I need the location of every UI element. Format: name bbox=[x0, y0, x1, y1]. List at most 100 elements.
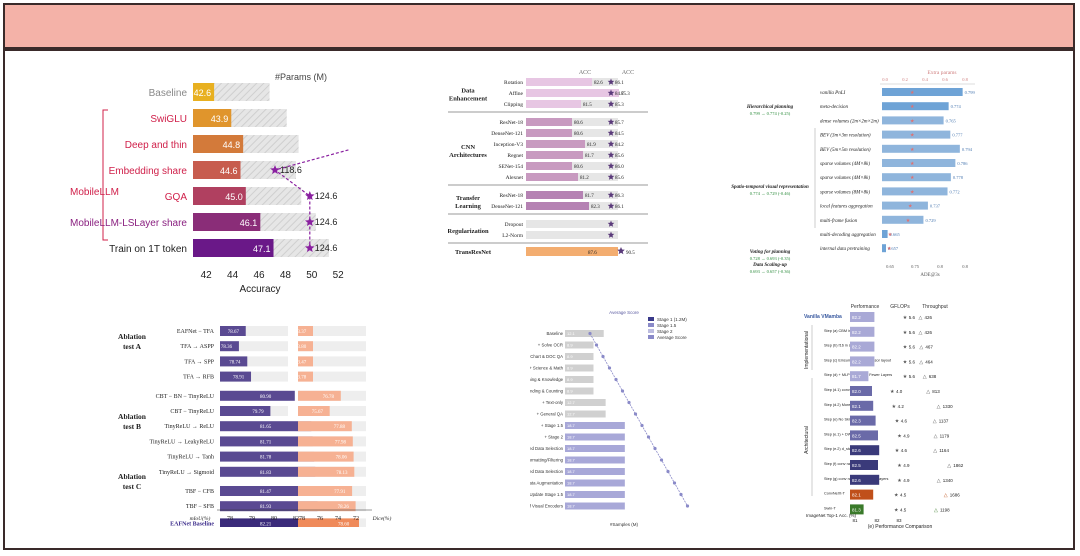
throughput-value-label: 464 bbox=[925, 359, 933, 364]
group-label: test B bbox=[123, 422, 141, 431]
row-label: + Stage 1.5 bbox=[541, 423, 564, 428]
dice-value-label: 78.26 bbox=[338, 505, 350, 510]
gflops-value-label: 4.6 bbox=[901, 448, 908, 453]
dice-bar bbox=[298, 501, 356, 512]
bar bbox=[565, 387, 594, 395]
bar bbox=[526, 202, 589, 210]
extra-param-mark: ★ bbox=[910, 133, 915, 139]
row-label: + Data Formatting/Filtering bbox=[530, 458, 564, 463]
group-label: MobileLLM bbox=[70, 187, 119, 198]
acc-star bbox=[607, 173, 615, 180]
acc-star bbox=[607, 140, 615, 147]
x-axis-label-left: mIoU(%) bbox=[190, 515, 211, 522]
dice-bar bbox=[298, 341, 313, 352]
row-label: + Stage 2 bbox=[544, 435, 563, 440]
top-tick-label: 0.4 bbox=[922, 77, 928, 82]
throughput-marker: △ bbox=[919, 315, 923, 321]
dice-bar bbox=[298, 406, 330, 416]
bar bbox=[882, 88, 963, 96]
top-tick-label: 0.8 bbox=[962, 77, 968, 82]
performance-bar bbox=[850, 341, 875, 352]
gflops-value-label: 4.5 bbox=[900, 493, 907, 498]
throughput-marker: △ bbox=[937, 478, 941, 484]
row-label: + Grounding & Counting bbox=[530, 389, 564, 394]
dice-bar bbox=[298, 436, 353, 447]
gflops-marker: ★ bbox=[892, 404, 897, 410]
miou-value-label: 82.21 bbox=[260, 522, 272, 527]
bar bbox=[565, 341, 594, 349]
bar-value-label: 0.657 bbox=[888, 246, 899, 251]
throughput-value-label: 1179 bbox=[940, 433, 950, 438]
bar-value-label: 8.9 bbox=[567, 343, 573, 348]
throughput-marker: △ bbox=[937, 404, 941, 410]
gflops-value-label: 4.2 bbox=[898, 404, 905, 409]
legend-entry: Average Score bbox=[657, 335, 687, 340]
acc-star bbox=[607, 231, 615, 238]
average-score-point bbox=[666, 469, 670, 474]
gflops-marker: ★ bbox=[897, 433, 902, 439]
row-label: Step (a) CBM in Triton bbox=[824, 329, 862, 333]
bar-value-label: 12.1 bbox=[567, 331, 576, 336]
perf-value-label: 82.2 bbox=[852, 330, 861, 335]
side-value: 0.693 → 0.657 (-0.36) bbox=[750, 269, 791, 274]
dice-value-label: 77.91 bbox=[334, 490, 346, 495]
row-label: EAFNet − TFA bbox=[177, 329, 215, 335]
miou-value-label: 81.65 bbox=[260, 425, 272, 430]
row-label: Swin-T bbox=[824, 506, 836, 510]
bar-value-label: 47.1 bbox=[253, 244, 271, 254]
bar-value-label: 12.7 bbox=[567, 412, 576, 417]
bar-value-label: 8.9 bbox=[567, 366, 573, 371]
bar bbox=[526, 151, 583, 159]
group-label: Transfer bbox=[456, 195, 480, 202]
star-value-label: 84.7 bbox=[615, 92, 624, 97]
throughput-value-label: 1862 bbox=[953, 463, 964, 468]
performance-bar bbox=[850, 326, 875, 337]
bar bbox=[882, 102, 949, 111]
row-label: + Mixed Data Selection bbox=[530, 446, 564, 451]
param-star bbox=[305, 191, 315, 200]
x-axis-label: #Samples (M) bbox=[610, 522, 639, 527]
extra-param-mark: ★ bbox=[910, 175, 915, 181]
row-label: internal data pretraining bbox=[820, 247, 870, 252]
perf-value-label: 82.3 bbox=[852, 419, 861, 424]
gflops-value-label: 5.6 bbox=[909, 330, 916, 335]
legend-entry: Stage 1 (1.2M) bbox=[657, 317, 687, 322]
row-label: BEV (5m×5m resolution) bbox=[820, 148, 871, 153]
bar-value-label: 81.7 bbox=[585, 154, 594, 159]
group-label: test A bbox=[123, 342, 142, 351]
x-axis-label: ImageNet Top-1 Acc. (%) bbox=[806, 513, 856, 518]
gflops-value-label: 4.9 bbox=[903, 463, 910, 468]
gflops-marker: ★ bbox=[897, 463, 902, 469]
bar-background bbox=[526, 220, 618, 228]
dice-value-label: 75.67 bbox=[312, 410, 324, 415]
legend-entry: Stage 1.5 bbox=[657, 323, 677, 328]
row-label: local features aggregation bbox=[820, 205, 873, 210]
throughput-value-label: 1686 bbox=[950, 493, 961, 498]
throughput-marker: △ bbox=[923, 374, 927, 380]
throughput-value-label: 1330 bbox=[943, 404, 954, 409]
bar bbox=[565, 410, 606, 418]
row-label: dense volumes (2m×2m×2m) bbox=[820, 119, 879, 124]
row-label: Inception-V3 bbox=[494, 142, 524, 148]
row-label: ConvNeXt-T bbox=[824, 492, 846, 496]
dice-bar bbox=[298, 421, 352, 432]
side-value: 0.799 → 0.774 (-0.25) bbox=[750, 111, 791, 116]
performance-bar bbox=[850, 400, 874, 411]
final-label: TransResNet bbox=[455, 249, 492, 256]
gflops-value-label: 5.6 bbox=[909, 345, 916, 350]
star-value-label: 86.0 bbox=[615, 165, 624, 170]
bar-background bbox=[220, 326, 288, 336]
row-label: Step (b) f16 in & f32 out bbox=[824, 344, 865, 348]
dice-value-label: 73.80 bbox=[295, 345, 307, 350]
bar bbox=[526, 162, 572, 170]
dice-value-label: 78.60 bbox=[338, 522, 350, 527]
gflops-value-label: 4.9 bbox=[903, 478, 910, 483]
legend-swatch bbox=[648, 317, 654, 321]
perf-value-label: 82.2 bbox=[852, 345, 861, 350]
row-label: + Chart & DOC QA bbox=[530, 354, 563, 359]
star-value-label: 86.1 bbox=[615, 205, 624, 210]
miou-bar bbox=[220, 436, 313, 447]
bar-value-label: 81.7 bbox=[585, 194, 594, 199]
average-score-point bbox=[601, 354, 605, 359]
bar bbox=[882, 144, 960, 153]
